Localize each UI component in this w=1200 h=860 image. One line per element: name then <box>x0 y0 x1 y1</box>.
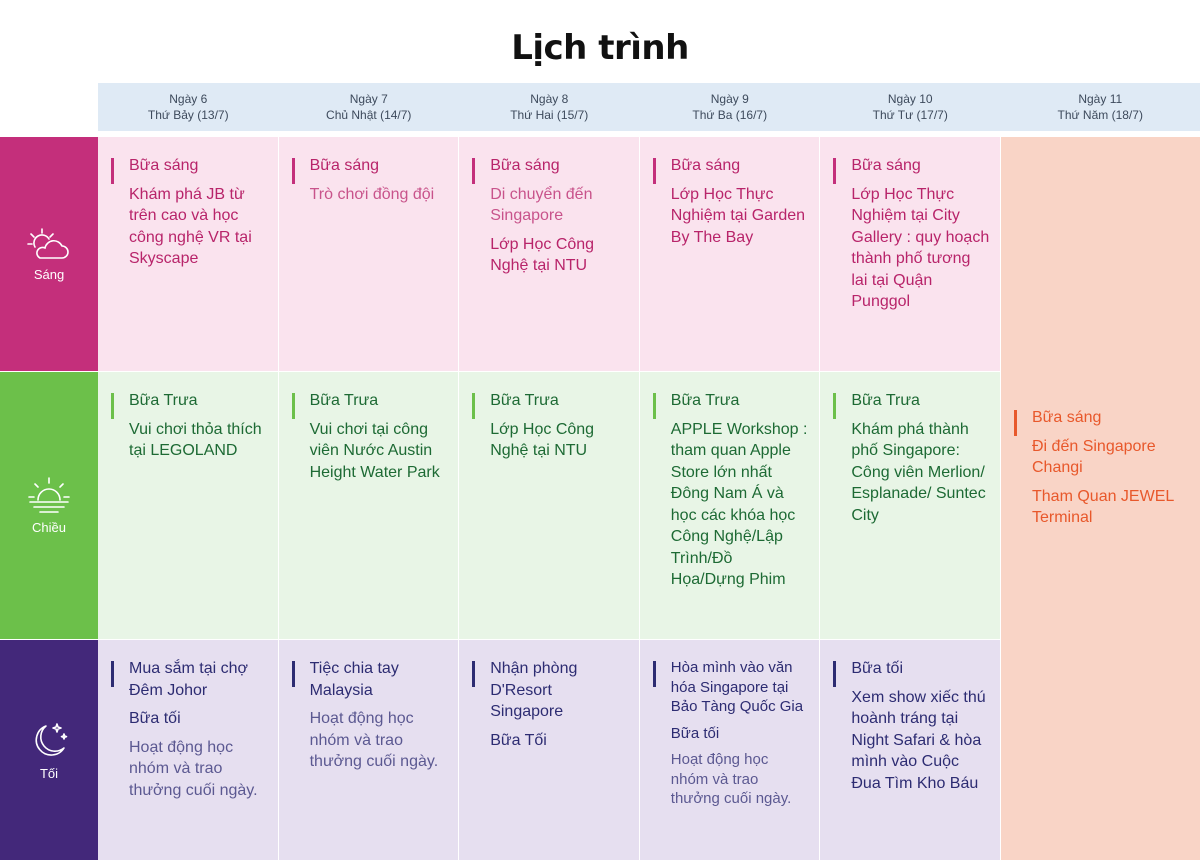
activity-text: Vui chơi tại công viên Nước Austin Heigh… <box>309 420 440 481</box>
activity-text: Tiệc chia tay Malaysia <box>291 658 449 701</box>
meal-label: Bữa tối <box>129 710 181 727</box>
day-number: Ngày 6 <box>169 92 208 106</box>
day-number: Ngày 11 <box>1078 92 1123 106</box>
activity-text: Đi đến Singapore Changi <box>1032 437 1156 477</box>
meal-label: Bữa sáng <box>652 155 810 184</box>
schedule-cell-day7-evening: Tiệc chia tay Malaysia Hoạt động học nhó… <box>278 640 459 860</box>
day-header-9: Ngày 9 Thứ Ba (16/7) <box>640 83 821 131</box>
day-date: Thứ Bảy (13/7) <box>147 108 229 122</box>
day-number: Ngày 10 <box>887 92 933 106</box>
meal-label: Bữa Tối <box>490 731 547 749</box>
activity-text: Lớp Học Thực Nghiệm tại Garden By The Ba… <box>670 185 806 246</box>
activity-text: Hòa mình vào văn hóa Singapore tại Bảo T… <box>652 658 810 717</box>
schedule-cell-day9-morning: Bữa sáng Lớp Học Thực Nghiệm tại Garden … <box>639 137 820 371</box>
page-title: Lịch trình <box>511 28 689 68</box>
meal-label: Bữa Trưa <box>111 390 268 419</box>
day-date: Chủ Nhật (14/7) <box>326 108 412 122</box>
moon-stars-icon <box>35 722 68 756</box>
schedule-cell-day6-afternoon: Bữa Trưa Vui chơi thỏa thích tại LEGOLAN… <box>98 372 278 639</box>
schedule-cell-day6-evening: Mua sắm tại chợ Đêm Johor Bữa tối Hoạt đ… <box>98 640 278 860</box>
meal-label: Bữa tối <box>833 658 990 687</box>
sunset-icon <box>28 477 70 513</box>
schedule-cell-day10-evening: Bữa tối Xem show xiếc thú hoành tráng tạ… <box>820 640 1000 860</box>
meal-label: Bữa Trưa <box>291 390 449 419</box>
meal-label: Bữa sáng <box>291 155 449 184</box>
activity-text: Khám phá JB từ trên cao và học công nghệ… <box>129 185 252 268</box>
activity-text: APPLE Workshop : tham quan Apple Store l… <box>670 420 808 589</box>
meal-label: Bữa Trưa <box>652 390 810 419</box>
period-label: Sáng <box>33 266 65 282</box>
day-header-11: Ngày 11 Thứ Năm (18/7) <box>1001 83 1200 131</box>
activity-text: Vui chơi thỏa thích tại LEGOLAND <box>129 420 262 460</box>
evening-row: Mua sắm tại chợ Đêm Johor Bữa tối Hoạt đ… <box>98 640 1000 860</box>
day-header-row: Ngày 6 Thứ Bảy (13/7) Ngày 7 Chủ Nhật (1… <box>98 83 1200 131</box>
period-label: Tối <box>39 765 59 781</box>
afternoon-row: Bữa Trưa Vui chơi thỏa thích tại LEGOLAN… <box>98 372 1000 639</box>
meal-label: Bữa tối <box>670 724 720 742</box>
day-header-10: Ngày 10 Thứ Tư (17/7) <box>820 83 1001 131</box>
day-number: Ngày 9 <box>710 92 749 106</box>
day-date: Thứ Hai (15/7) <box>510 108 589 122</box>
day-header-7: Ngày 7 Chủ Nhật (14/7) <box>279 83 460 131</box>
period-morning: Sáng <box>0 137 98 371</box>
activity-text: Hoạt động học nhóm và trao thưởng cuối n… <box>129 738 258 799</box>
activity-text: Lớp Học Thực Nghiệm tại City Gallery : q… <box>851 185 990 311</box>
activity-text: Trò chơi đồng đội <box>309 185 435 203</box>
meal-label: Bữa Trưa <box>833 390 990 419</box>
schedule-cell-day9-evening: Hòa mình vào văn hóa Singapore tại Bảo T… <box>639 640 820 860</box>
meal-label: Bữa Trưa <box>472 390 629 419</box>
schedule-cell-day7-afternoon: Bữa Trưa Vui chơi tại công viên Nước Aus… <box>278 372 459 639</box>
meal-label: Bữa sáng <box>1014 407 1190 436</box>
activity-text: Hoạt động học nhóm và trao thưởng cuối n… <box>309 710 439 770</box>
cloud-sun-icon <box>27 227 69 259</box>
schedule-cell-day8-evening: Nhận phòng D'Resort Singapore Bữa Tối <box>459 640 639 860</box>
period-label: Chiều <box>32 520 66 535</box>
schedule-cell-day10-afternoon: Bữa Trưa Khám phá thành phố Singapore: C… <box>820 372 1000 639</box>
day-date: Thứ Ba (16/7) <box>692 108 768 122</box>
activity-text: Di chuyển đến Singapore <box>490 185 593 225</box>
schedule-cell-day9-afternoon: Bữa Trưa APPLE Workshop : tham quan Appl… <box>639 372 820 639</box>
day-header-6: Ngày 6 Thứ Bảy (13/7) <box>98 83 279 131</box>
schedule-cell-day10-morning: Bữa sáng Lớp Học Thực Nghiệm tại City Ga… <box>820 137 1000 371</box>
morning-row: Bữa sáng Khám phá JB từ trên cao và học … <box>98 137 1000 371</box>
schedule-cell-day7-morning: Bữa sáng Trò chơi đồng đội <box>278 137 459 371</box>
activity-text: Xem show xiếc thú hoành tráng tại Night … <box>851 688 986 792</box>
meal-label: Bữa sáng <box>472 155 629 184</box>
meal-label: Bữa sáng <box>111 155 268 184</box>
day-number: Ngày 7 <box>349 92 388 106</box>
schedule-cell-day6-morning: Bữa sáng Khám phá JB từ trên cao và học … <box>98 137 278 371</box>
day-date: Thứ Tư (17/7) <box>872 108 948 122</box>
day-header-8: Ngày 8 Thứ Hai (15/7) <box>459 83 640 131</box>
schedule-cell-day11: Bữa sáng Đi đến Singapore Changi Tham Qu… <box>1001 137 1200 860</box>
activity-text: Hoạt động học nhóm và trao thưởng cuối n… <box>670 751 792 807</box>
activity-text: Lớp Học Công Nghệ tại NTU <box>490 235 595 275</box>
activity-text: Mua sắm tại chợ Đêm Johor <box>111 658 268 701</box>
activity-text: Tham Quan JEWEL Terminal <box>1032 487 1174 527</box>
period-evening: Tối <box>0 640 98 860</box>
meal-label: Bữa sáng <box>833 155 990 184</box>
schedule-cell-day8-morning: Bữa sáng Di chuyển đến Singapore Lớp Học… <box>459 137 639 371</box>
activity-text: Lớp Học Công Nghệ tại NTU <box>490 420 595 460</box>
period-afternoon: Chiều <box>0 372 98 639</box>
day-date: Thứ Năm (18/7) <box>1057 108 1143 122</box>
day-number: Ngày 8 <box>530 92 569 106</box>
activity-text: Nhận phòng D'Resort Singapore <box>472 658 629 723</box>
activity-text: Khám phá thành phố Singapore: Công viên … <box>851 420 986 524</box>
schedule-cell-day8-afternoon: Bữa Trưa Lớp Học Công Nghệ tại NTU <box>459 372 639 639</box>
